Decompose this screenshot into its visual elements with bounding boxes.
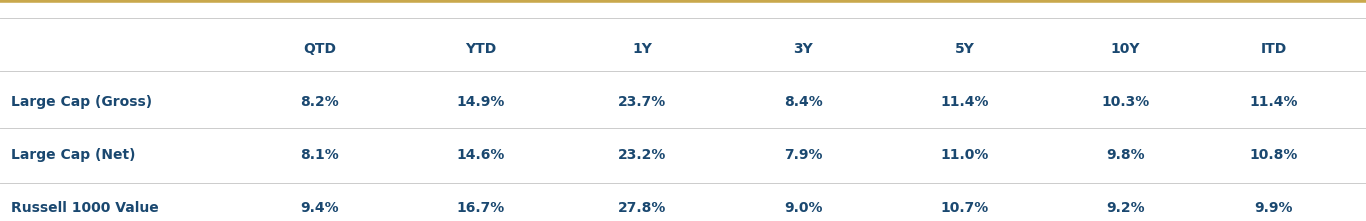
Text: 11.4%: 11.4% [940, 95, 989, 109]
Text: 16.7%: 16.7% [456, 201, 505, 215]
Text: 11.0%: 11.0% [940, 148, 989, 162]
Text: 9.0%: 9.0% [784, 201, 822, 215]
Text: 8.4%: 8.4% [784, 95, 822, 109]
Text: 10.7%: 10.7% [940, 201, 989, 215]
Text: YTD: YTD [466, 42, 496, 56]
Text: 14.9%: 14.9% [456, 95, 505, 109]
Text: Russell 1000 Value: Russell 1000 Value [11, 201, 158, 215]
Text: QTD: QTD [303, 42, 336, 56]
Text: 10.3%: 10.3% [1101, 95, 1150, 109]
Text: 1Y: 1Y [632, 42, 652, 56]
Text: 7.9%: 7.9% [784, 148, 822, 162]
Text: 10.8%: 10.8% [1250, 148, 1298, 162]
Text: 5Y: 5Y [955, 42, 974, 56]
Text: 27.8%: 27.8% [617, 201, 667, 215]
Text: 8.1%: 8.1% [301, 148, 339, 162]
Text: 10Y: 10Y [1111, 42, 1141, 56]
Text: 23.2%: 23.2% [617, 148, 667, 162]
Text: 9.9%: 9.9% [1254, 201, 1294, 215]
Text: 14.6%: 14.6% [456, 148, 505, 162]
Text: 9.4%: 9.4% [301, 201, 339, 215]
Text: 9.8%: 9.8% [1106, 148, 1145, 162]
Text: Large Cap (Net): Large Cap (Net) [11, 148, 135, 162]
Text: 23.7%: 23.7% [617, 95, 667, 109]
Text: 8.2%: 8.2% [301, 95, 339, 109]
Text: 3Y: 3Y [794, 42, 813, 56]
Text: ITD: ITD [1261, 42, 1287, 56]
Text: 11.4%: 11.4% [1250, 95, 1298, 109]
Text: 9.2%: 9.2% [1106, 201, 1145, 215]
Text: Large Cap (Gross): Large Cap (Gross) [11, 95, 152, 109]
